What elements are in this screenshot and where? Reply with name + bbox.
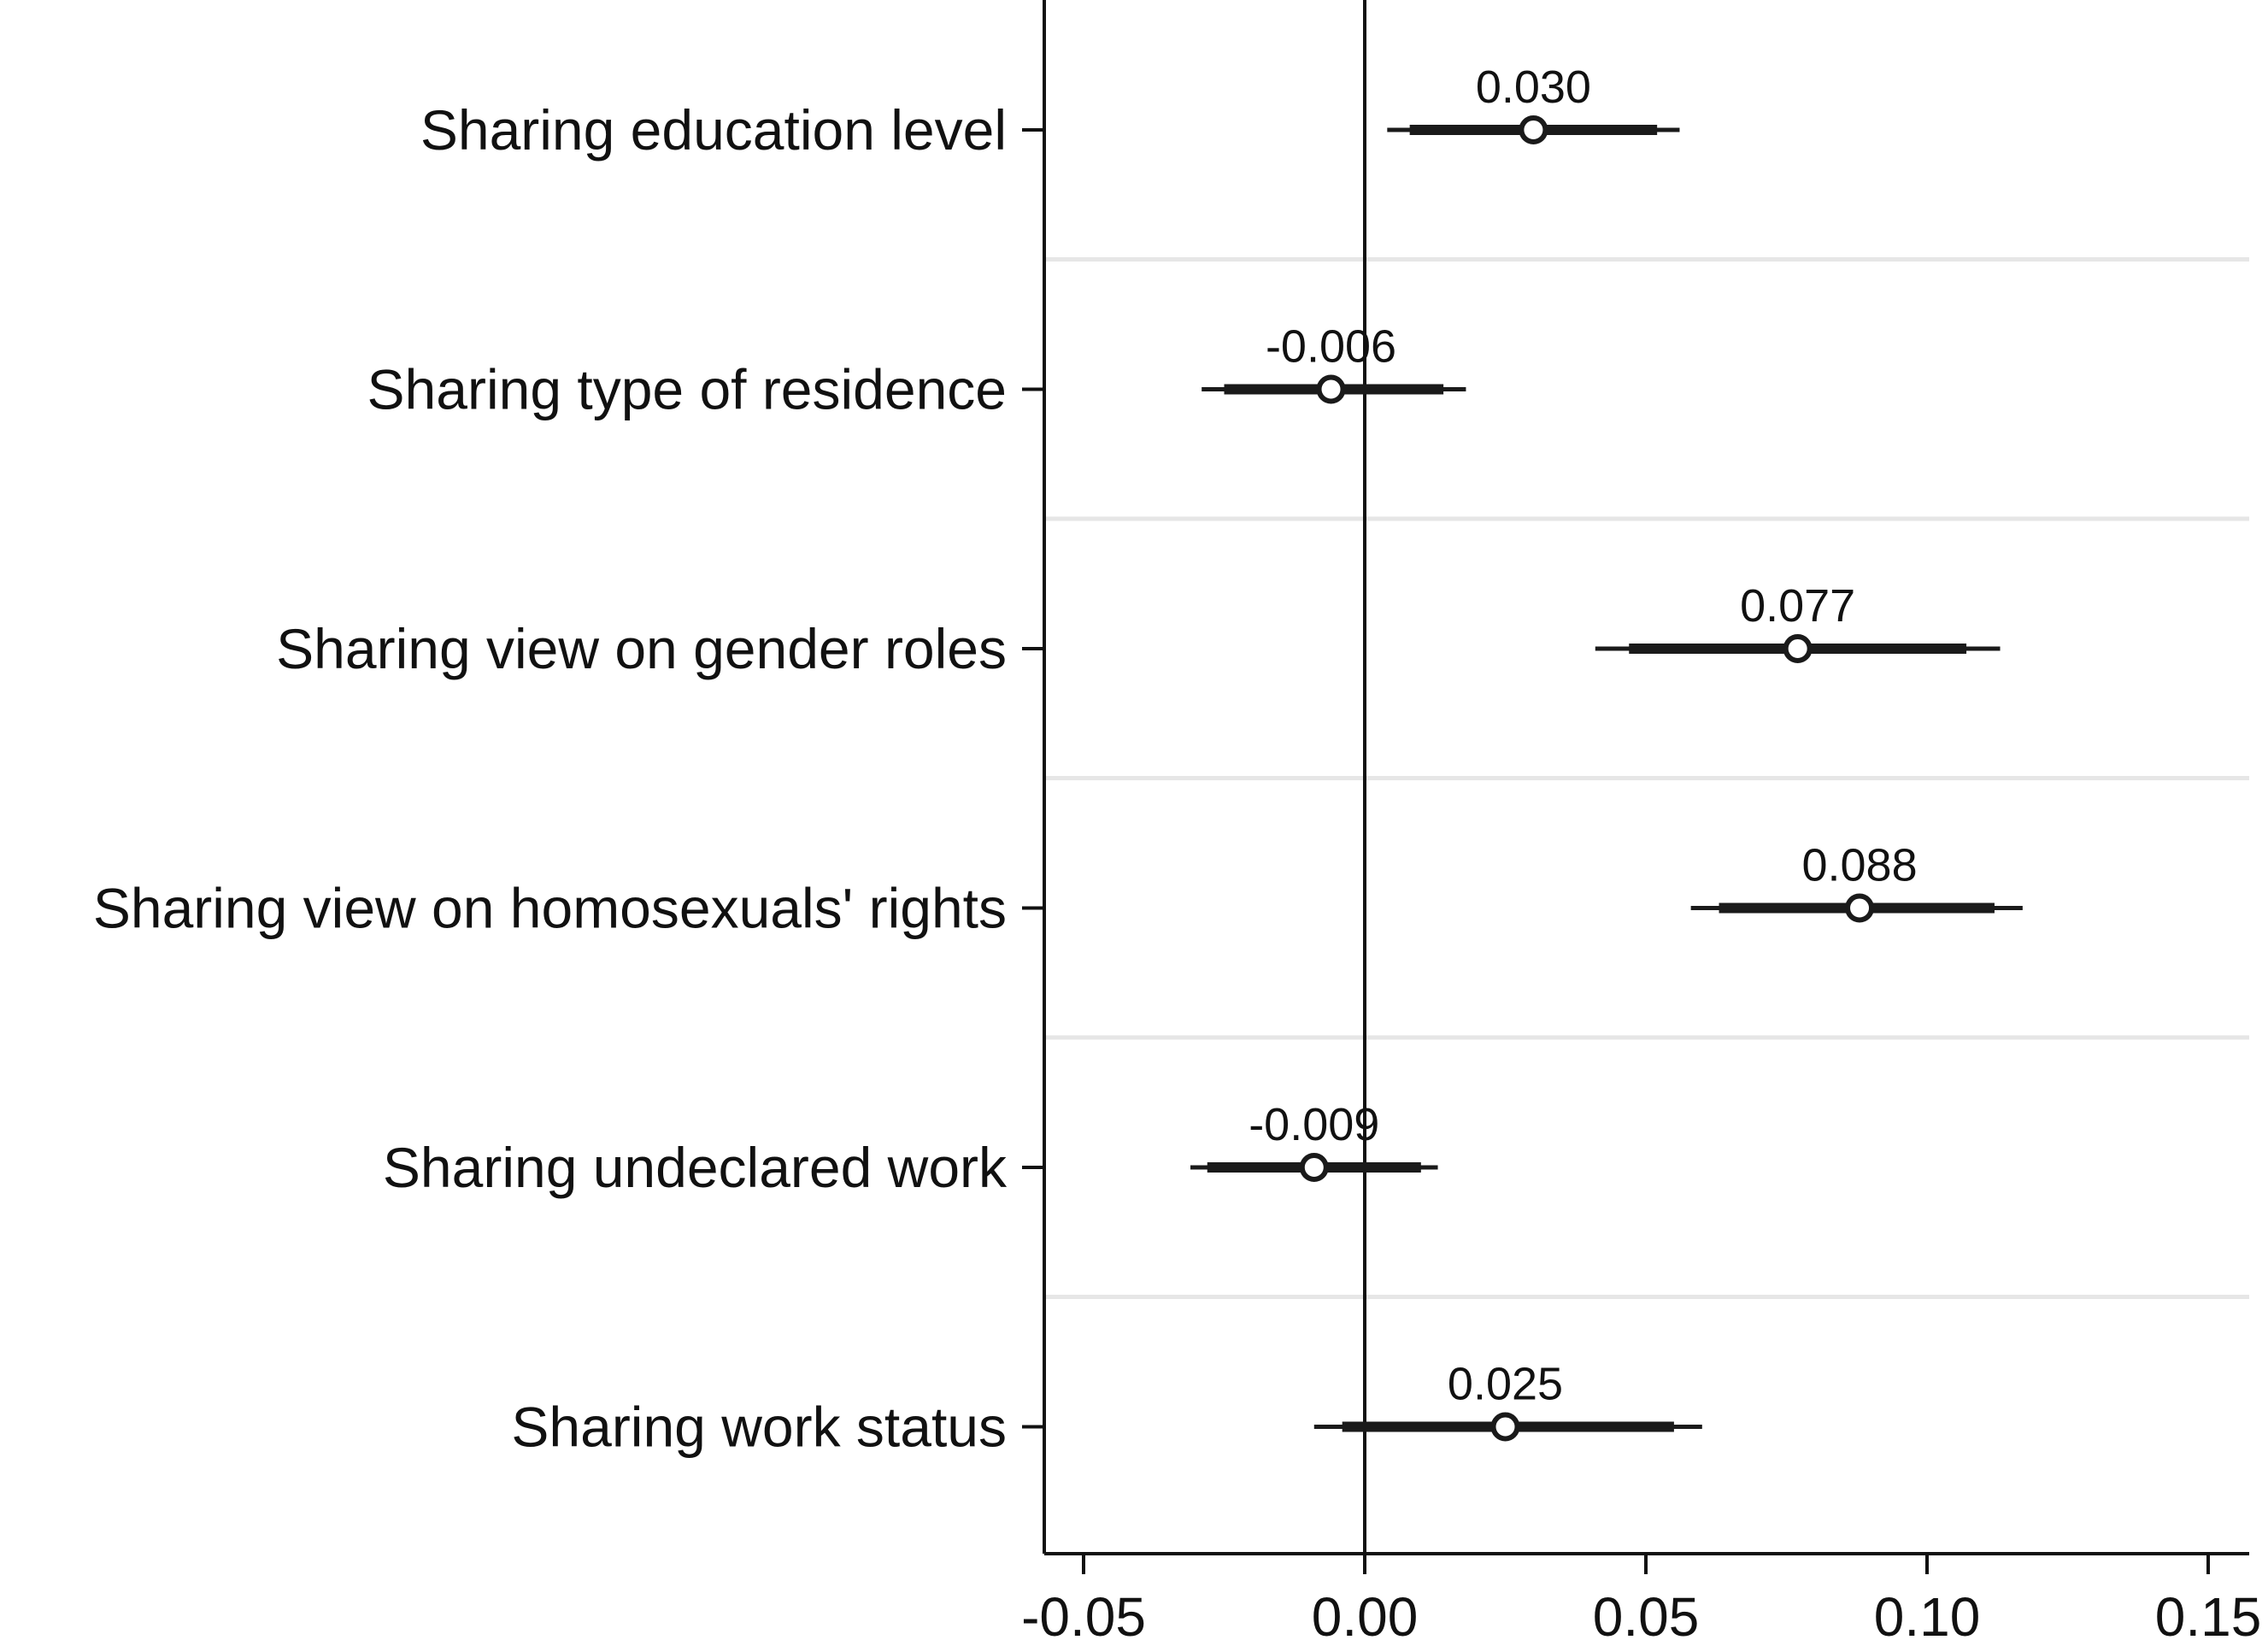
data-label: -0.009 bbox=[1249, 1099, 1379, 1150]
category-label: Sharing view on homosexuals' rights bbox=[93, 877, 1007, 940]
axis-layer bbox=[1022, 0, 2249, 1574]
estimate-point bbox=[1490, 1412, 1520, 1442]
estimate-point bbox=[1316, 374, 1346, 404]
x-tick-label: -0.05 bbox=[1021, 1586, 1146, 1640]
x-tick-label: 0.10 bbox=[1874, 1586, 1981, 1640]
category-label: Sharing work status bbox=[511, 1396, 1007, 1459]
estimate-point bbox=[1519, 115, 1548, 144]
x-tick-label: 0.00 bbox=[1312, 1586, 1419, 1640]
x-tick-label: 0.15 bbox=[2155, 1586, 2262, 1640]
estimate-point bbox=[1845, 893, 1875, 923]
category-label: Sharing type of residence bbox=[367, 358, 1007, 421]
data-label: 0.088 bbox=[1801, 840, 1917, 891]
grid-layer bbox=[1046, 257, 2249, 1299]
category-label: Sharing undeclared work bbox=[383, 1136, 1008, 1199]
category-label: Sharing education level bbox=[420, 98, 1007, 162]
x-tick-label: 0.05 bbox=[1593, 1586, 1700, 1640]
estimate-point bbox=[1299, 1153, 1329, 1182]
text-layer: -0.05 0.00 0.05 0.10 0.15 Sharing education l… bbox=[93, 62, 2261, 1640]
estimate-point bbox=[1783, 634, 1813, 663]
data-label: 0.077 bbox=[1740, 580, 1855, 632]
data-label: 0.025 bbox=[1448, 1359, 1563, 1410]
category-label: Sharing view on gender roles bbox=[276, 617, 1007, 680]
data-label: 0.030 bbox=[1476, 62, 1591, 113]
data-label: -0.006 bbox=[1266, 321, 1396, 373]
marks-layer bbox=[1190, 115, 2023, 1442]
